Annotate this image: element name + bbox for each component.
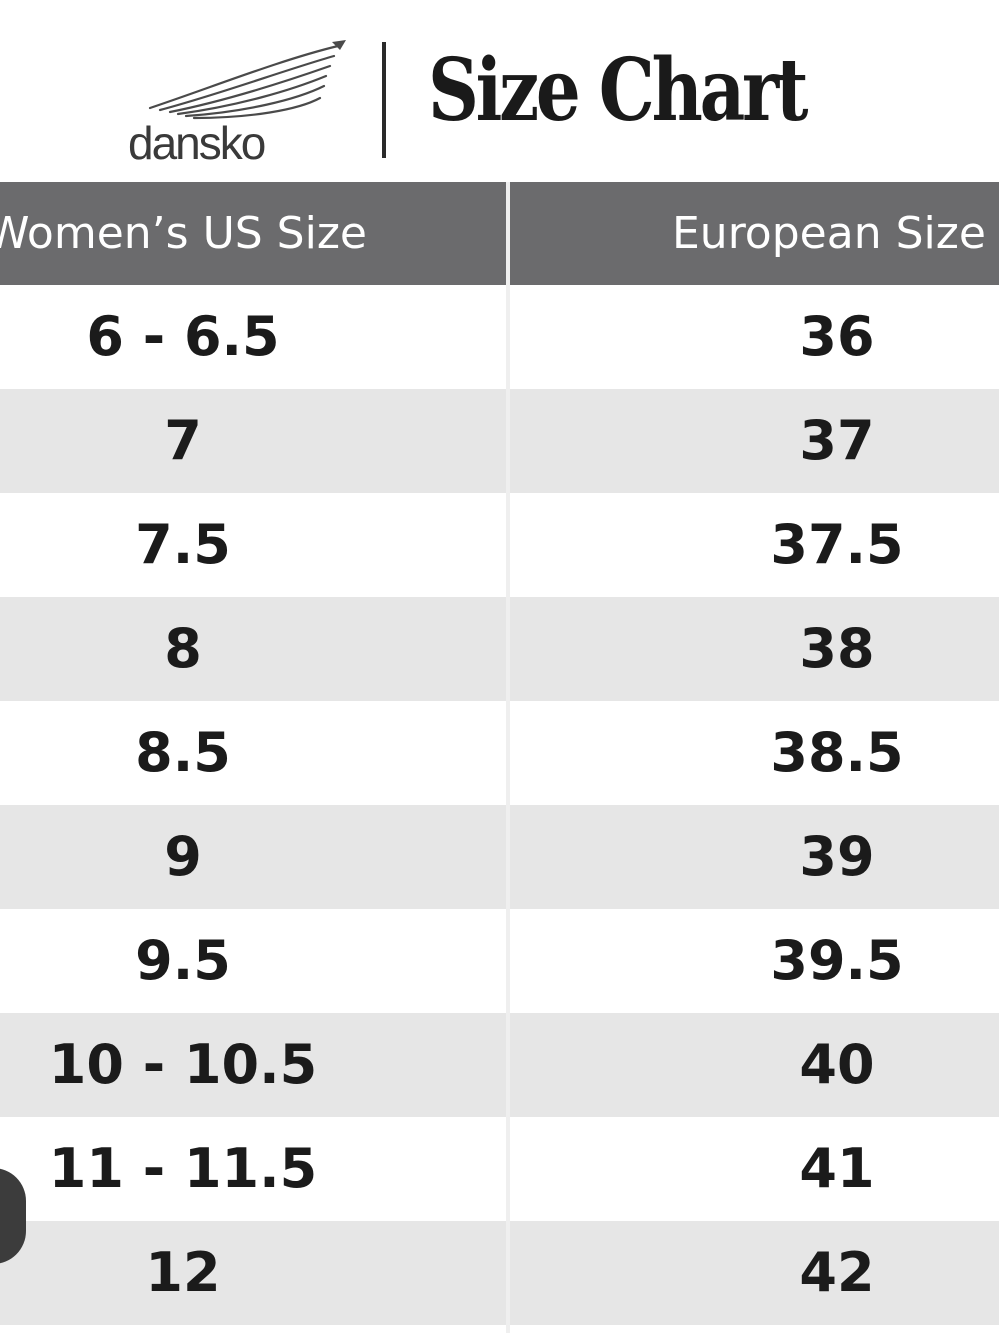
- cell-european-size: 38: [799, 617, 875, 680]
- chart-header: dansko Size Chart: [0, 0, 999, 180]
- cell-us-size: 8: [164, 617, 202, 680]
- column-divider: [506, 182, 510, 1333]
- cell-us-size: 11 - 11.5: [48, 1137, 318, 1200]
- cell-us-size: 9: [164, 825, 202, 888]
- cell-european-size: 37.5: [770, 513, 904, 576]
- table-row: 12 42: [0, 1221, 999, 1325]
- cell-us-size: 9.5: [135, 929, 231, 992]
- table-row: 11 - 11.5 41: [0, 1117, 999, 1221]
- cell-us-size: 7.5: [135, 513, 231, 576]
- cell-european-size: 38.5: [770, 721, 904, 784]
- table-row: 8.5 38.5: [0, 701, 999, 805]
- cell-us-size: 7: [164, 409, 202, 472]
- table-row: 7 37: [0, 389, 999, 493]
- table-row: 7.5 37.5: [0, 493, 999, 597]
- page-title: Size Chart: [428, 40, 808, 141]
- table-header: Women’s US Size European Size: [0, 182, 999, 285]
- table-row: 9.5 39.5: [0, 909, 999, 1013]
- table-row: 6 - 6.5 36: [0, 285, 999, 389]
- cell-us-size: 8.5: [135, 721, 231, 784]
- cell-european-size: 37: [799, 409, 875, 472]
- cell-european-size: 41: [799, 1137, 875, 1200]
- table-row: 9 39: [0, 805, 999, 909]
- column-header-european-size: European Size: [672, 208, 986, 259]
- cell-us-size: 12: [145, 1241, 221, 1304]
- size-table: Women’s US Size European Size 6 - 6.5 36…: [0, 182, 999, 1325]
- cell-european-size: 42: [799, 1241, 875, 1304]
- table-row: 8 38: [0, 597, 999, 701]
- column-header-us-size: Women’s US Size: [0, 208, 368, 259]
- cell-european-size: 39: [799, 825, 875, 888]
- cell-european-size: 36: [799, 305, 875, 368]
- wing-icon: [148, 40, 346, 120]
- table-row: 10 - 10.5 40: [0, 1013, 999, 1117]
- header-divider: [382, 42, 386, 158]
- dansko-logo: dansko: [120, 38, 350, 169]
- cell-us-size: 6 - 6.5: [86, 305, 280, 368]
- cell-european-size: 39.5: [770, 929, 904, 992]
- cell-us-size: 10 - 10.5: [48, 1033, 318, 1096]
- logo-wordmark: dansko: [128, 117, 266, 169]
- cell-european-size: 40: [799, 1033, 875, 1096]
